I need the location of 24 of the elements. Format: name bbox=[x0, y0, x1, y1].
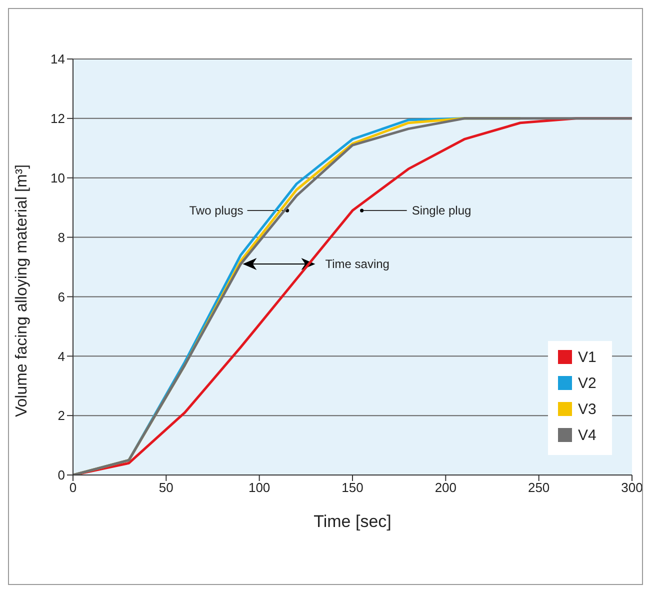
annotation: Time saving bbox=[325, 257, 390, 272]
x-axis-title: Time [sec] bbox=[314, 512, 392, 531]
y-axis-title: Volume facing alloying material [m³] bbox=[14, 164, 31, 417]
x-tick-label: 200 bbox=[434, 480, 457, 496]
y-tick-label: 14 bbox=[50, 52, 65, 67]
x-tick-label: 50 bbox=[158, 480, 174, 496]
annotation: Two plugs bbox=[189, 204, 244, 218]
y-tick-label: 12 bbox=[50, 111, 65, 126]
y-tick-label: 0 bbox=[58, 468, 65, 483]
legend-label: V4 bbox=[578, 427, 596, 444]
x-tick-label: 250 bbox=[528, 480, 550, 496]
legend-label: V1 bbox=[578, 349, 596, 366]
y-tick-label: 10 bbox=[50, 170, 65, 186]
x-tick-label: 100 bbox=[248, 480, 270, 496]
x-tick-label: 300 bbox=[621, 480, 643, 496]
annotation: Single plug bbox=[412, 204, 472, 218]
y-tick-label: 2 bbox=[58, 408, 65, 424]
y-tick-label: 8 bbox=[58, 230, 65, 245]
x-tick-label: 150 bbox=[342, 480, 364, 496]
y-tick-label: 4 bbox=[58, 348, 65, 364]
legend-label: V2 bbox=[578, 375, 596, 392]
legend-label: V3 bbox=[578, 401, 596, 418]
x-tick-label: 0 bbox=[69, 480, 77, 496]
y-tick-label: 6 bbox=[58, 289, 65, 304]
